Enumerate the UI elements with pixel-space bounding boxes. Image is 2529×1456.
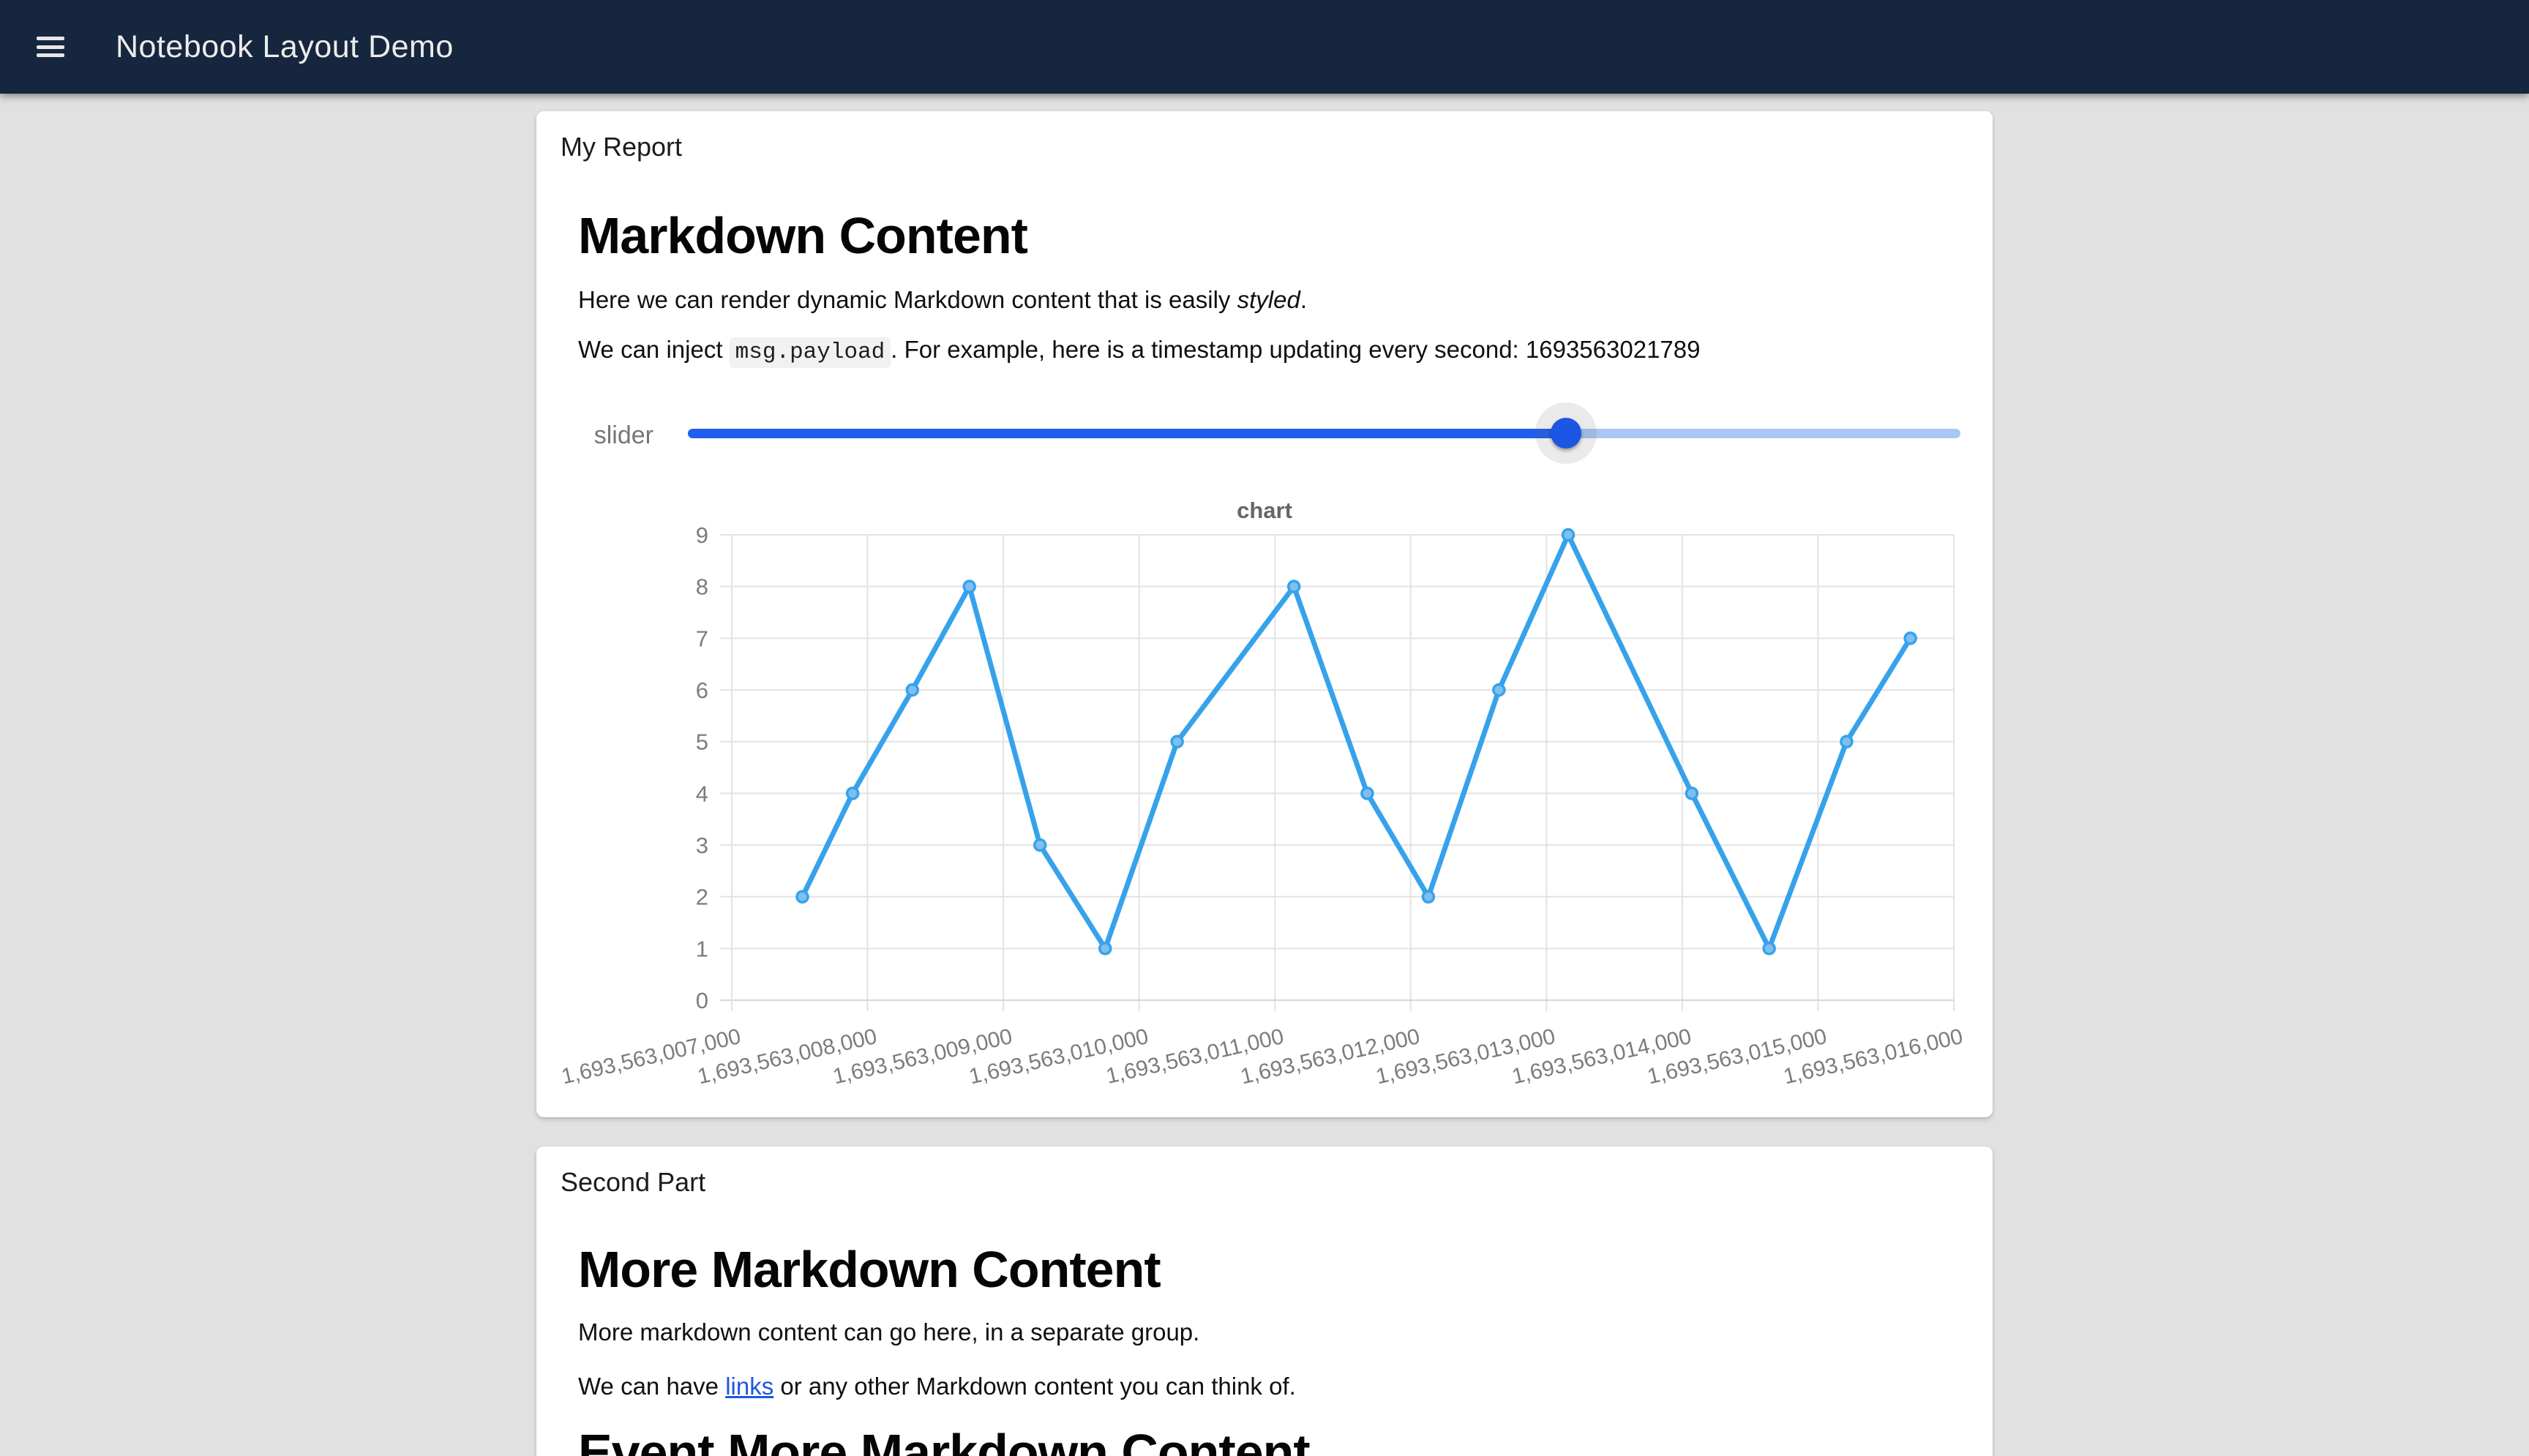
chart-data-point (1903, 631, 1917, 645)
chart-data-point (962, 579, 976, 593)
slider-fill (688, 429, 1566, 438)
slider-label: slider (593, 421, 653, 449)
app-bar: Notebook Layout Demo (0, 0, 2529, 94)
chart-data-point (1685, 787, 1699, 800)
timestamp-value: 1693563021789 (1525, 336, 1701, 363)
menu-icon-bar (37, 45, 64, 49)
paragraph-text: . (1300, 286, 1307, 313)
group-title: My Report (561, 132, 683, 162)
chart-title: chart (1237, 498, 1292, 523)
y-tick-label: 3 (696, 833, 708, 858)
chart-data-point (905, 683, 920, 697)
chart-data-point (1033, 838, 1047, 852)
y-tick-label: 7 (696, 626, 708, 651)
y-tick-label: 0 (696, 988, 708, 1013)
y-tick-label: 4 (696, 781, 708, 806)
markdown-link[interactable]: links (725, 1373, 774, 1400)
markdown-paragraph: We can inject msg.payload. For example, … (578, 335, 1701, 368)
y-tick-label: 2 (696, 885, 708, 910)
y-tick-label: 5 (696, 729, 708, 755)
line-chart: 0 1 2 3 4 5 6 7 8 9 (696, 522, 1955, 1013)
y-tick-label: 9 (696, 522, 708, 548)
paragraph-text: . For example, here is a timestamp updat… (891, 336, 1526, 363)
chart-data-point (1762, 942, 1776, 956)
chart-data-point (1286, 579, 1301, 593)
y-tick-label: 1 (696, 936, 708, 961)
y-tick-label: 8 (696, 574, 708, 600)
paragraph-text: We can inject (578, 336, 730, 363)
chart-data-point (1492, 683, 1506, 697)
italic-text: styled (1237, 286, 1300, 313)
markdown-paragraph: We can have links or any other Markdown … (578, 1372, 1296, 1401)
chart-data-point (1421, 890, 1436, 904)
menu-icon-bar (37, 37, 64, 40)
markdown-paragraph: More markdown content can go here, in a … (578, 1318, 1200, 1346)
paragraph-text: Here we can render dynamic Markdown cont… (578, 286, 1237, 313)
menu-icon[interactable] (37, 37, 64, 57)
paragraph-text: We can have (578, 1373, 726, 1400)
chart-data-point (1098, 942, 1112, 956)
chart-data-point (1840, 735, 1854, 748)
slider-track[interactable] (688, 429, 1960, 438)
markdown-heading: More Markdown Content (578, 1241, 1161, 1298)
chart-line-series (800, 532, 1914, 951)
chart-data-point (795, 890, 809, 904)
chart-data-point (845, 787, 860, 800)
group-title: Second Part (561, 1167, 706, 1197)
markdown-heading-cutoff: Event More Markdown Content (578, 1424, 1311, 1456)
chart-data-point (1561, 528, 1576, 542)
slider-thumb[interactable] (1550, 418, 1581, 449)
markdown-paragraph: Here we can render dynamic Markdown cont… (578, 285, 1307, 315)
chart-data-point (1170, 735, 1184, 748)
report-card: My Report Markdown Content Here we can r… (536, 111, 1993, 1117)
inline-code: msg.payload (729, 337, 891, 368)
paragraph-text: or any other Markdown content you can th… (773, 1373, 1296, 1400)
markdown-heading: Markdown Content (578, 207, 1028, 264)
app-title: Notebook Layout Demo (116, 29, 454, 64)
y-tick-label: 6 (696, 678, 708, 703)
menu-icon-bar (37, 53, 64, 57)
second-part-card: Second Part More Markdown Content More m… (536, 1147, 1993, 1456)
chart-data-point (1360, 787, 1374, 800)
